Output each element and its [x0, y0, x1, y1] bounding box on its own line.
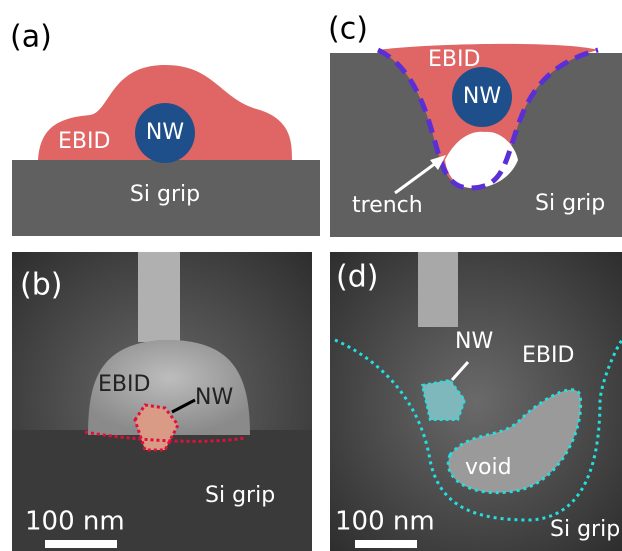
nw-label: NW	[195, 385, 233, 410]
ebid-label: EBID	[522, 343, 574, 368]
ebid-label: EBID	[58, 129, 110, 154]
pillar	[138, 252, 180, 342]
panel-label: (a)	[10, 20, 52, 55]
panel-b: (b) EBID NW Si grip 100 nm	[12, 252, 312, 551]
panel-label: (b)	[20, 268, 62, 303]
ebid-label: EBID	[98, 372, 150, 397]
pillar	[418, 252, 458, 327]
panel-c: (c) EBID NW trench Si grip	[328, 12, 622, 238]
panel-a: (a) EBID NW Si grip	[10, 20, 320, 237]
substrate-label: Si grip	[130, 182, 200, 207]
scale-bar	[355, 540, 417, 548]
scale-label: 100 nm	[25, 507, 125, 537]
substrate-label: Si grip	[550, 517, 620, 542]
nw-label: NW	[455, 329, 493, 354]
panel-label: (d)	[336, 260, 378, 295]
panel-d: (d) NW EBID void Si grip 100 nm	[330, 252, 622, 551]
substrate-label: Si grip	[205, 483, 275, 508]
nw-label: NW	[146, 120, 184, 145]
scale-label: 100 nm	[335, 507, 435, 537]
ebid-label: EBID	[428, 47, 480, 72]
trench-label: trench	[352, 193, 423, 218]
substrate-label: Si grip	[535, 191, 605, 216]
void-label: void	[465, 455, 512, 480]
scale-bar	[45, 540, 117, 548]
nw-label: NW	[463, 84, 501, 109]
figure: (a) EBID NW Si grip (c) EBID NW trench S…	[0, 0, 622, 551]
panel-label: (c)	[328, 12, 368, 47]
